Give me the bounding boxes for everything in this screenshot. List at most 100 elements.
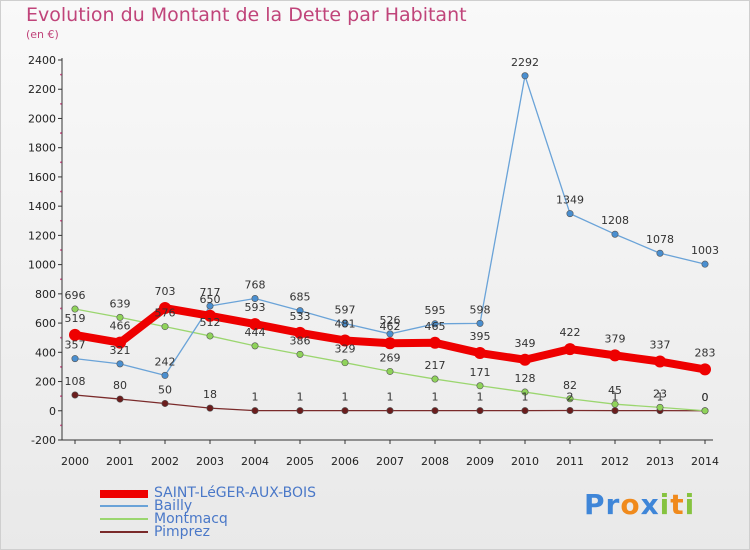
data-label-pimprez: 80 (113, 379, 127, 392)
y-minor-tick (60, 161, 62, 164)
data-point-montmacq (161, 323, 169, 331)
data-point-saint-leger (204, 309, 216, 322)
y-minor-tick (60, 395, 62, 398)
data-label-saint-leger: 593 (245, 301, 266, 314)
data-point-pimprez (386, 407, 394, 415)
data-label-bailly: 1349 (556, 194, 584, 207)
data-label-montmacq: 576 (155, 307, 176, 320)
data-label-saint-leger: 481 (335, 317, 356, 330)
y-minor-tick (60, 336, 62, 339)
data-point-saint-leger (384, 337, 396, 350)
data-label-montmacq: 512 (200, 316, 221, 329)
y-tick-label: 2400 (28, 54, 56, 67)
data-point-bailly (386, 330, 394, 338)
data-point-saint-leger (159, 302, 171, 315)
data-label-montmacq: 82 (563, 379, 577, 392)
proxiti-logo: Proxiti (584, 488, 695, 521)
data-label-saint-leger: 395 (470, 330, 491, 343)
data-label-montmacq: 217 (425, 359, 446, 372)
data-point-bailly (251, 295, 259, 303)
data-label-pimprez: 2 (567, 390, 574, 403)
x-tick-label: 2014 (691, 455, 719, 468)
data-point-bailly (521, 72, 529, 80)
data-point-montmacq (476, 382, 484, 390)
data-point-saint-leger (294, 326, 306, 339)
data-point-montmacq (431, 375, 439, 383)
data-label-montmacq: 171 (470, 366, 491, 379)
y-minor-tick (60, 190, 62, 193)
y-tick-label: 400 (35, 346, 56, 359)
logo-letter-t: t (670, 488, 685, 521)
y-tick-label: 1800 (28, 142, 56, 155)
data-label-pimprez: 1 (522, 391, 529, 404)
x-tick-label: 2011 (556, 455, 584, 468)
data-point-bailly (296, 307, 304, 315)
logo-letter-i2: i (684, 488, 696, 521)
data-point-montmacq (296, 350, 304, 358)
data-label-pimprez: 1 (477, 391, 484, 404)
data-point-saint-leger (339, 334, 351, 347)
y-minor-tick (60, 102, 62, 105)
data-label-saint-leger: 466 (110, 320, 131, 333)
x-tick-label: 2007 (376, 455, 404, 468)
data-label-saint-leger: 337 (650, 339, 671, 352)
legend-label-montmacq: Montmacq (154, 511, 228, 527)
legend-label-pimprez: Pimprez (154, 524, 210, 540)
data-label-saint-leger: 349 (515, 337, 536, 350)
data-point-bailly (206, 302, 214, 310)
data-label-montmacq: 639 (110, 297, 131, 310)
x-tick-label: 2000 (61, 455, 89, 468)
legend-label-bailly: Bailly (154, 498, 193, 514)
data-point-montmacq (71, 305, 79, 313)
data-label-saint-leger: 703 (155, 285, 176, 298)
data-point-bailly (71, 355, 79, 363)
logo-letter-i1: i (659, 488, 671, 521)
data-label-bailly: 717 (200, 286, 221, 299)
data-point-pimprez (116, 395, 124, 403)
data-label-pimprez: 1 (297, 391, 304, 404)
data-label-saint-leger: 379 (605, 332, 626, 345)
data-label-bailly: 321 (110, 344, 131, 357)
data-label-pimprez: 1 (252, 391, 259, 404)
y-minor-tick (60, 366, 62, 368)
y-tick-label: 800 (35, 288, 56, 301)
logo-letter-o: o (620, 488, 641, 521)
x-tick-label: 2002 (151, 455, 179, 468)
data-point-pimprez (566, 406, 574, 414)
y-tick-label: 0 (49, 405, 56, 418)
chart-title: Evolution du Montant de la Dette par Hab… (26, 4, 467, 26)
data-point-montmacq (206, 332, 214, 340)
data-point-montmacq (611, 400, 619, 408)
data-label-montmacq: 0 (702, 391, 709, 404)
data-label-montmacq: 329 (335, 343, 356, 356)
data-label-pimprez: 18 (203, 388, 217, 401)
y-tick-label: 1200 (28, 229, 56, 242)
data-label-saint-leger: 519 (65, 312, 86, 325)
legend-swatch-saint-leger (100, 490, 148, 498)
x-tick-label: 2009 (466, 455, 494, 468)
data-point-montmacq (116, 313, 124, 321)
data-point-pimprez (71, 391, 79, 399)
data-point-saint-leger (249, 318, 261, 331)
y-minor-tick (60, 132, 62, 134)
data-label-saint-leger: 465 (425, 320, 446, 333)
y-minor-tick (60, 249, 62, 251)
data-point-pimprez (521, 407, 529, 415)
data-point-montmacq (251, 342, 259, 350)
data-label-bailly: 1078 (646, 233, 674, 246)
data-label-bailly: 2292 (511, 56, 539, 69)
data-point-bailly (116, 360, 124, 368)
y-minor-tick (60, 424, 62, 427)
x-tick-label: 2005 (286, 455, 314, 468)
x-tick-label: 2006 (331, 455, 359, 468)
y-tick-label: 200 (35, 376, 56, 389)
data-point-montmacq (386, 367, 394, 375)
x-tick-label: 2004 (241, 455, 269, 468)
data-label-saint-leger: 533 (290, 310, 311, 323)
y-minor-tick (60, 219, 62, 222)
data-label-bailly: 242 (155, 355, 176, 368)
data-point-montmacq (521, 388, 529, 396)
data-label-pimprez: 0 (702, 391, 709, 404)
data-label-bailly: 597 (335, 304, 356, 317)
